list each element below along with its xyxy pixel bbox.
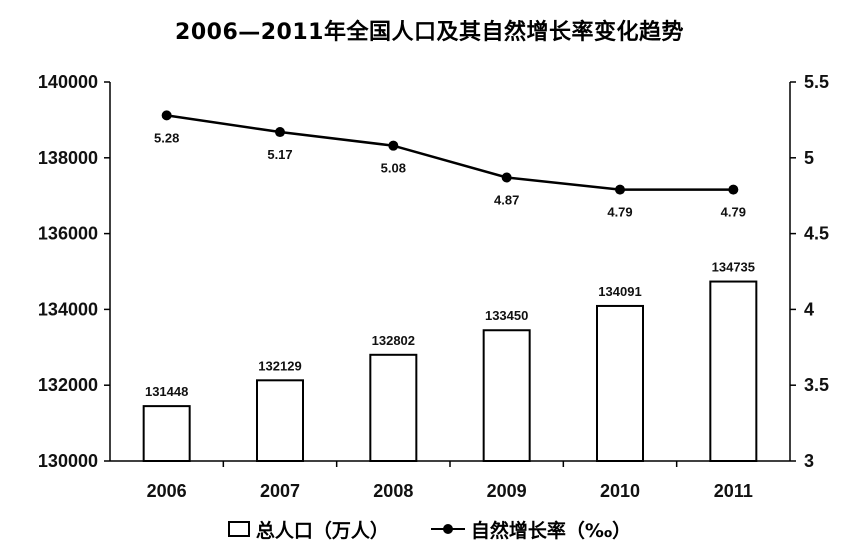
y-right-tick-label: 3.5 [804,375,829,395]
y-left-tick-label: 136000 [38,224,98,244]
legend-line-swatch [430,524,465,534]
legend-item-growth-rate: 自然增长率（‰） [430,516,632,543]
line-point [275,127,285,138]
x-tick-label: 2007 [260,481,300,501]
bar [709,280,758,462]
x-tick-label: 2010 [600,481,640,501]
y-left-tick-label: 130000 [38,451,98,471]
line-value-label: 4.79 [607,205,632,220]
chart-legend: 总人口（万人） 自然增长率（‰） [0,515,859,543]
line-value-label: 4.79 [721,205,746,220]
line-point [501,172,512,183]
x-tick-label: 2008 [373,481,413,501]
bar-value-label: 133450 [485,308,528,323]
chart-axes: 130000 132000 134000 136000 138000 140000 3 3.5… [38,72,829,501]
legend-label-growth-rate: 自然增长率（‰） [470,519,632,542]
line-value-label: 4.87 [494,193,519,208]
x-tick-label: 2011 [714,481,753,501]
chart-title: 2006—2011年全国人口及其自然增长率变化趋势 [175,20,684,45]
bar [596,304,644,463]
legend-label-population: 总人口（万人） [255,519,389,542]
bar-value-label: 132802 [372,333,415,348]
x-tick-label: 2006 [147,481,187,501]
line-path [166,114,734,191]
line-point [728,184,739,195]
bar [482,329,531,462]
y-right-tick-label: 5 [804,148,814,168]
data-labels: 131448 132129 132802 133450 134091 134735 5.28… [145,130,755,399]
y-left-tick-label: 134000 [38,299,98,319]
line-point [388,140,399,151]
y-right-tick-label: 5.5 [804,72,829,92]
line-point [615,184,625,195]
legend-bar-swatch [227,521,250,537]
y-right-tick-label: 4 [804,299,814,319]
x-tick-label: 2009 [487,481,527,501]
line-value-label: 5.08 [381,161,406,176]
y-left-tick-label: 132000 [38,375,98,395]
bar-value-label: 131448 [145,384,188,399]
y-right-tick-label: 3 [804,451,814,471]
bar [142,405,191,462]
bar [256,379,304,463]
line-value-label: 5.17 [267,147,292,162]
bar-value-label: 134091 [598,284,641,299]
bar-value-label: 134735 [712,260,755,275]
bar-series [142,280,758,463]
y-left-tick-label: 140000 [38,72,98,92]
legend-item-population: 总人口（万人） [227,516,389,543]
line-point [161,110,172,121]
line-value-label: 5.28 [154,130,179,145]
bar [369,353,418,462]
line-series [161,110,739,195]
bar-value-label: 132129 [258,358,301,373]
y-right-tick-label: 4.5 [804,224,829,244]
y-left-tick-label: 138000 [38,148,98,168]
